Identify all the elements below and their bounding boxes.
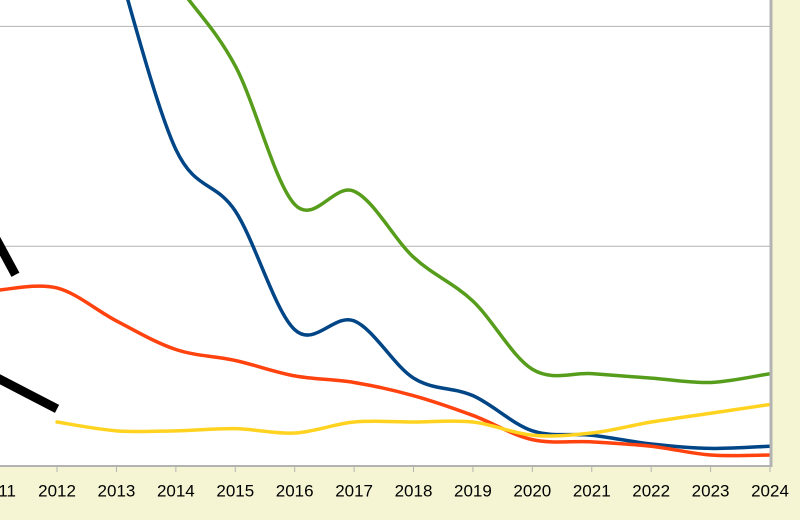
- series-line: [126, 0, 770, 451]
- x-tick-label: 2017: [335, 481, 373, 500]
- x-tick-label: 2021: [573, 481, 611, 500]
- series-line: [0, 284, 770, 458]
- x-tick-label: 2020: [513, 481, 551, 500]
- series-line: [186, 0, 770, 385]
- x-tick-label: 2024: [751, 481, 789, 500]
- x-tick-label: 2011: [0, 481, 16, 500]
- x-tick-label: 2018: [395, 481, 433, 500]
- series-line: [0, 236, 20, 277]
- plot-area: [0, 0, 770, 466]
- series-line: [55, 402, 770, 438]
- lines: [0, 0, 770, 458]
- x-tick-label: 2022: [632, 481, 670, 500]
- x-tick-labels: 2011 2012 2013 2014 2015 2016 2017 2018 2019 2020…: [0, 466, 789, 500]
- series-line: [0, 374, 60, 413]
- x-tick-label: 2014: [157, 481, 195, 500]
- x-tick-label: 2023: [692, 481, 730, 500]
- x-tick-label: 2019: [454, 481, 492, 500]
- x-tick-label: 2016: [276, 481, 314, 500]
- x-tick-label: 2015: [216, 481, 254, 500]
- x-tick-label: 2013: [98, 481, 136, 500]
- x-tick-label: 2012: [38, 481, 76, 500]
